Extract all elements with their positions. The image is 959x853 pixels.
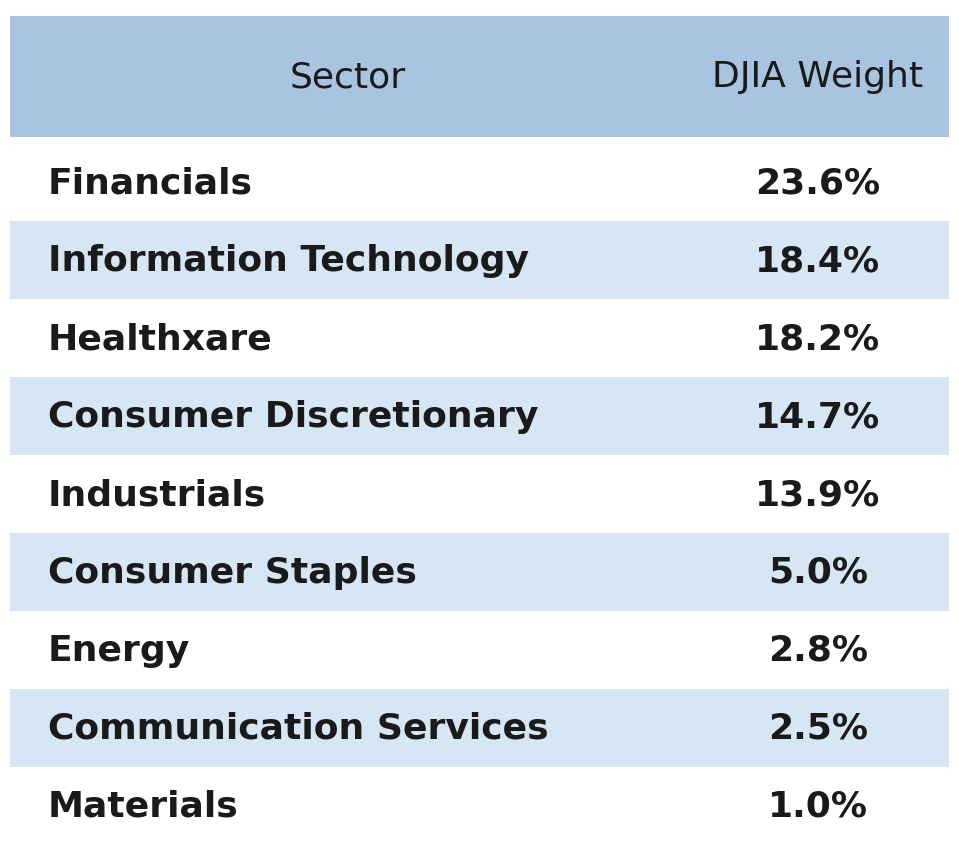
Bar	[10, 689, 949, 767]
Text: Information Technology: Information Technology	[48, 244, 529, 278]
Bar	[10, 456, 949, 533]
Text: Communication Services: Communication Services	[48, 711, 549, 745]
Text: Consumer Staples: Consumer Staples	[48, 555, 417, 589]
Bar	[10, 223, 949, 300]
Text: 18.4%: 18.4%	[756, 244, 880, 278]
Text: Sector: Sector	[290, 61, 406, 95]
Text: Consumer Discretionary: Consumer Discretionary	[48, 400, 538, 433]
Bar	[10, 611, 949, 689]
Text: Healthxare: Healthxare	[48, 322, 272, 356]
Bar	[10, 378, 949, 456]
Bar	[10, 533, 949, 611]
Text: 18.2%: 18.2%	[756, 322, 880, 356]
Text: DJIA Weight: DJIA Weight	[713, 61, 924, 95]
Text: Industrials: Industrials	[48, 478, 267, 512]
Text: 1.0%: 1.0%	[768, 789, 868, 822]
Bar	[10, 144, 949, 223]
Bar	[10, 767, 949, 844]
Text: 5.0%: 5.0%	[768, 555, 868, 589]
Text: Financials: Financials	[48, 166, 253, 200]
Text: 2.8%: 2.8%	[768, 633, 868, 667]
Text: 14.7%: 14.7%	[756, 400, 880, 433]
Bar	[10, 300, 949, 378]
Text: 23.6%: 23.6%	[756, 166, 880, 200]
Text: 13.9%: 13.9%	[755, 478, 880, 512]
Text: Materials: Materials	[48, 789, 239, 822]
Text: 2.5%: 2.5%	[768, 711, 868, 745]
Bar	[10, 17, 949, 137]
Text: Energy: Energy	[48, 633, 190, 667]
